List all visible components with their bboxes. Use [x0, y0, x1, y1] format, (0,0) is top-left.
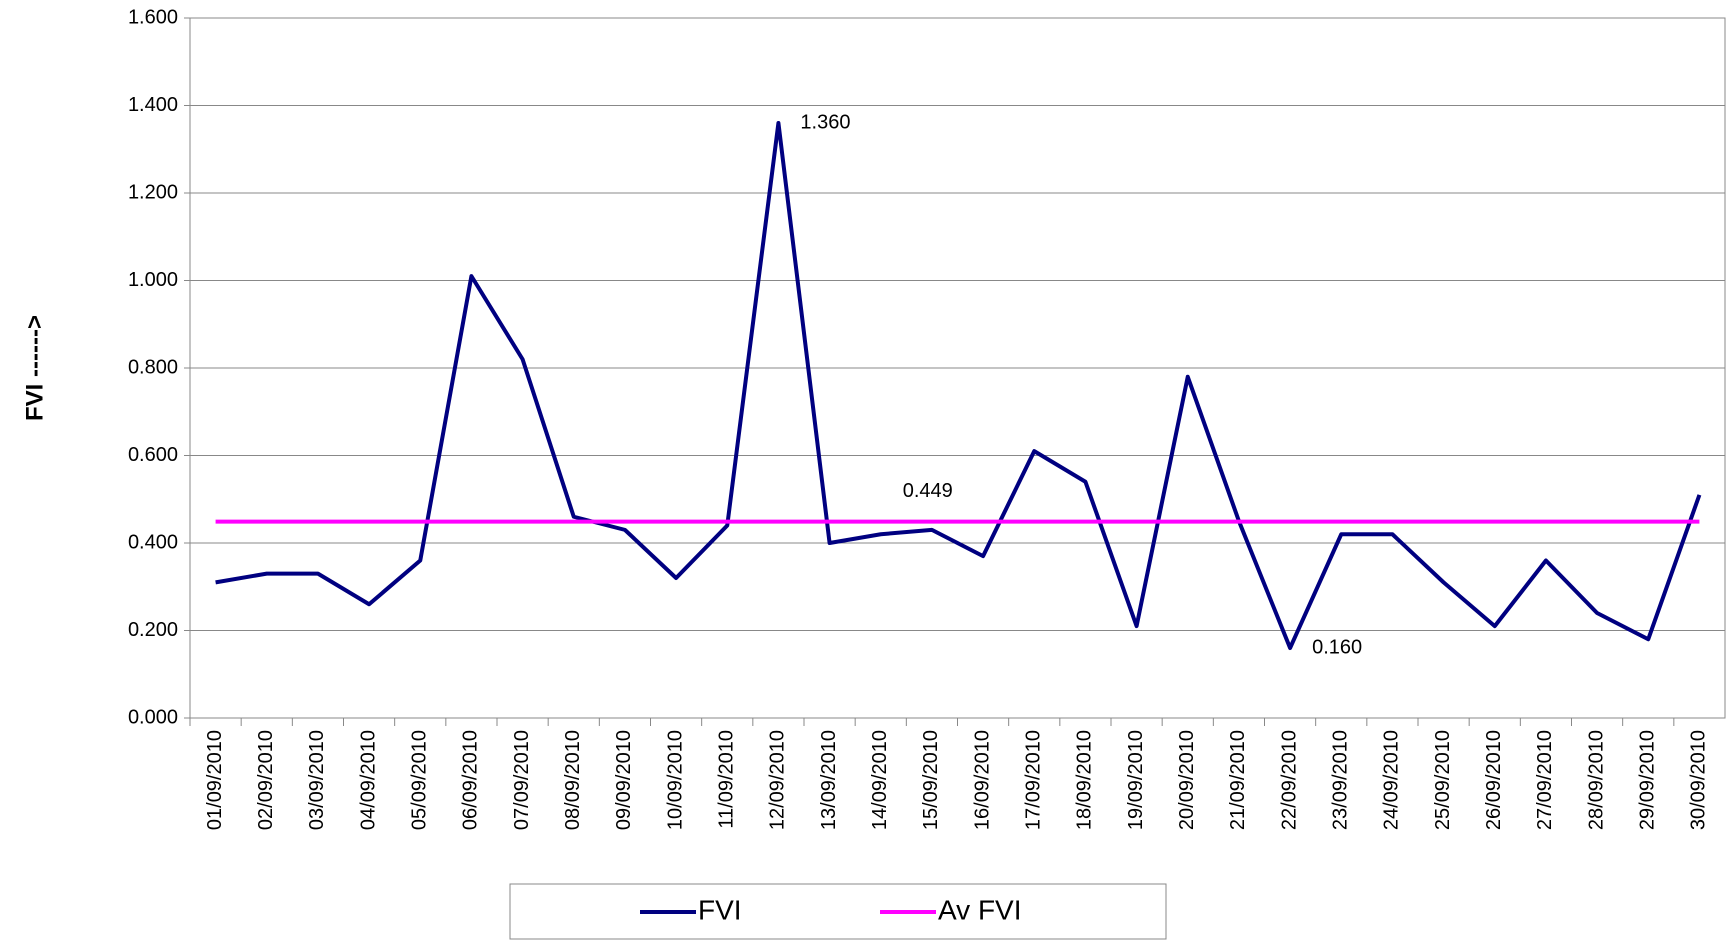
data-label: 1.360 [800, 111, 850, 133]
y-tick-label: 1.000 [128, 269, 178, 291]
y-tick-label: 1.400 [128, 94, 178, 116]
y-tick-label: 1.600 [128, 6, 178, 28]
x-tick-label: 19/09/2010 [1125, 730, 1147, 830]
x-tick-label: 26/09/2010 [1483, 730, 1505, 830]
x-tick-label: 20/09/2010 [1176, 730, 1198, 830]
x-tick-label: 09/09/2010 [613, 730, 635, 830]
x-tick-label: 02/09/2010 [255, 730, 277, 830]
x-tick-label: 12/09/2010 [767, 730, 789, 830]
y-axis-label: FVI ------> [21, 315, 48, 421]
legend-box [509, 883, 1167, 940]
x-tick-label: 03/09/2010 [306, 730, 328, 830]
y-tick-label: 0.000 [128, 706, 178, 728]
y-tick-label: 0.800 [128, 356, 178, 378]
x-tick-label: 24/09/2010 [1381, 730, 1403, 830]
legend-label: Av FVI [938, 894, 1022, 925]
x-tick-label: 30/09/2010 [1688, 730, 1710, 830]
x-tick-label: 04/09/2010 [357, 730, 379, 830]
legend-label: FVI [698, 894, 742, 925]
x-tick-label: 17/09/2010 [1023, 730, 1045, 830]
x-tick-label: 16/09/2010 [971, 730, 993, 830]
y-tick-label: 0.200 [128, 619, 178, 641]
x-tick-label: 01/09/2010 [204, 730, 226, 830]
x-tick-label: 23/09/2010 [1330, 730, 1352, 830]
x-tick-label: 10/09/2010 [664, 730, 686, 830]
x-tick-label: 18/09/2010 [1074, 730, 1096, 830]
x-tick-label: 15/09/2010 [920, 730, 942, 830]
x-tick-label: 05/09/2010 [409, 730, 431, 830]
series-line [215, 121, 1702, 650]
x-tick-label: 27/09/2010 [1534, 730, 1556, 830]
y-tick-label: 0.600 [128, 444, 178, 466]
y-tick-label: 1.200 [128, 181, 178, 203]
data-label: 0.160 [1312, 636, 1362, 658]
x-tick-label: 21/09/2010 [1227, 730, 1249, 830]
y-tick-label: 0.400 [128, 531, 178, 553]
x-tick-label: 25/09/2010 [1432, 730, 1454, 830]
x-tick-label: 14/09/2010 [869, 730, 891, 830]
x-tick-label: 07/09/2010 [511, 730, 533, 830]
x-tick-label: 08/09/2010 [562, 730, 584, 830]
x-tick-label: 13/09/2010 [818, 730, 840, 830]
x-tick-label: 06/09/2010 [460, 730, 482, 830]
data-label: 0.449 [903, 480, 953, 502]
x-tick-label: 11/09/2010 [716, 730, 738, 829]
x-tick-label: 28/09/2010 [1585, 730, 1607, 830]
x-tick-label: 22/09/2010 [1278, 730, 1300, 830]
x-tick-label: 29/09/2010 [1637, 730, 1659, 830]
